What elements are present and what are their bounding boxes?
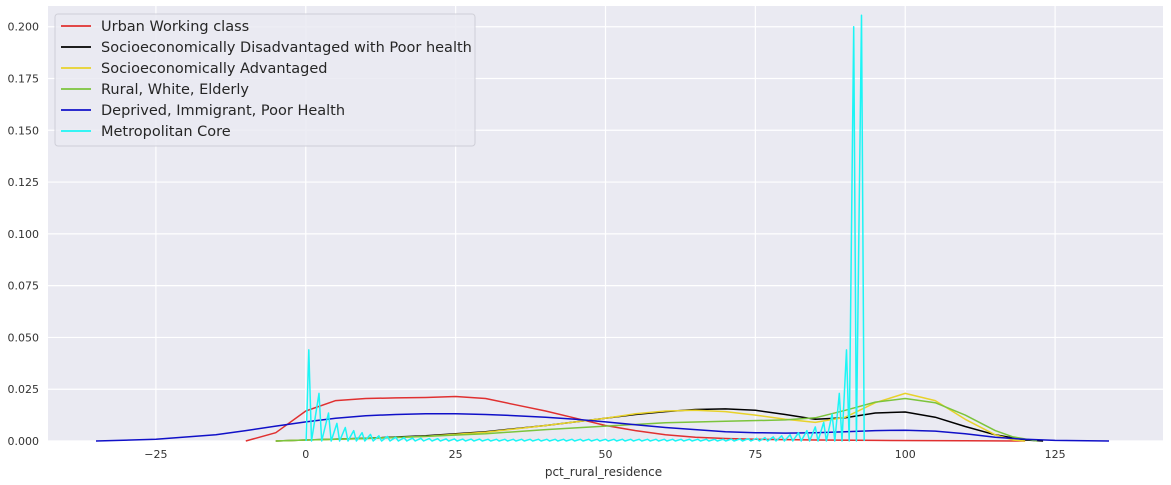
y-tick-label: 0.100 (8, 228, 40, 241)
legend-label: Metropolitan Core (101, 124, 231, 140)
y-tick-label: 0.150 (8, 124, 40, 137)
series-layer (95, 14, 1110, 442)
x-tick-label: 50 (599, 448, 613, 461)
legend-label: Rural, White, Elderly (101, 82, 249, 98)
legend-label: Deprived, Immigrant, Poor Health (101, 103, 345, 119)
y-tick-label: 0.200 (8, 21, 40, 34)
x-tick-label: 75 (748, 448, 762, 461)
legend-label: Socioeconomically Advantaged (101, 61, 327, 77)
x-tick-label: 125 (1045, 448, 1066, 461)
y-tick-label: 0.025 (8, 383, 40, 396)
y-tick-label: 0.075 (8, 280, 40, 293)
legend: Urban Working class Socioeconomically Dis… (54, 13, 476, 147)
x-tick-label: 0 (302, 448, 309, 461)
series-line (305, 14, 865, 442)
y-tick-label: 0.050 (8, 331, 40, 344)
y-tick-label: 0.000 (8, 435, 40, 448)
legend-label: Socioeconomically Disadvantaged with Poo… (101, 40, 472, 56)
series-line (275, 397, 1038, 442)
x-axis-title: pct_rural_residence (545, 465, 662, 479)
x-tick-label: 100 (895, 448, 916, 461)
x-tick-label: 25 (449, 448, 463, 461)
tick-labels: −25 0 25 50 75 100 125 0.000 0.025 0.050 0.075 0.10… (8, 21, 1066, 461)
y-tick-label: 0.175 (8, 73, 40, 86)
legend-box (54, 13, 476, 147)
legend-label: Urban Working class (101, 19, 249, 35)
x-tick-label: −25 (144, 448, 167, 461)
y-tick-label: 0.125 (8, 176, 40, 189)
